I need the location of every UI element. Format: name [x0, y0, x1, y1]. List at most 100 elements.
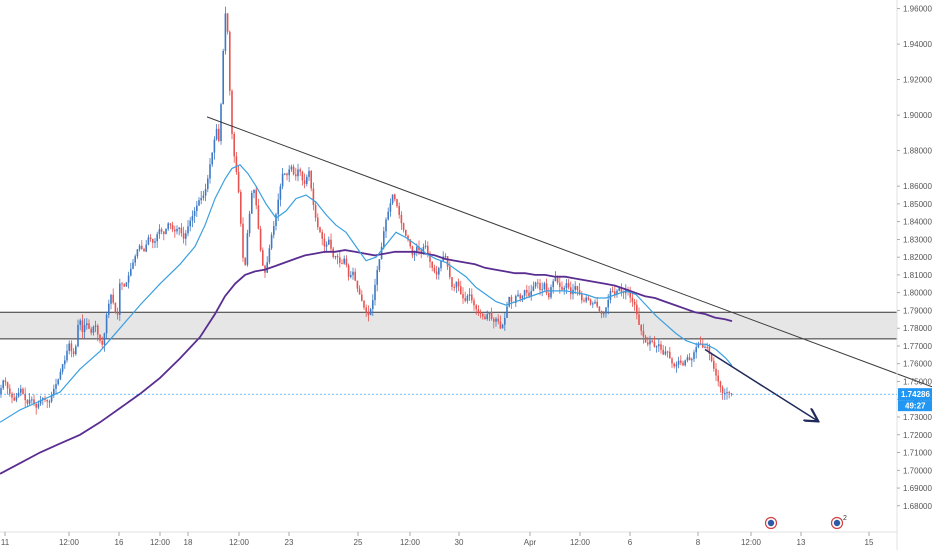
candle[interactable] [517, 290, 519, 297]
candle[interactable] [658, 338, 660, 352]
candle[interactable] [22, 387, 24, 395]
candle[interactable] [475, 304, 477, 315]
candle[interactable] [669, 346, 671, 359]
candle[interactable] [229, 30, 231, 96]
candle[interactable] [50, 391, 53, 404]
candle[interactable] [286, 172, 288, 181]
candle[interactable] [11, 391, 13, 404]
candle[interactable] [383, 226, 385, 250]
candle[interactable] [253, 189, 255, 199]
candle[interactable] [431, 261, 433, 272]
candle[interactable] [376, 265, 378, 292]
candle[interactable] [662, 344, 664, 356]
candle[interactable] [653, 336, 656, 348]
candle[interactable] [191, 210, 194, 228]
candle[interactable] [31, 396, 33, 404]
candle[interactable] [92, 325, 95, 336]
candle[interactable] [697, 341, 700, 349]
candle[interactable] [2, 379, 4, 390]
candle[interactable] [141, 240, 143, 250]
candle[interactable] [477, 305, 480, 316]
candle[interactable] [497, 314, 499, 325]
candle[interactable] [510, 294, 513, 309]
candle[interactable] [583, 297, 585, 303]
candle[interactable] [180, 223, 183, 237]
candle[interactable] [79, 318, 81, 331]
candle[interactable] [330, 233, 332, 252]
candle[interactable] [224, 6, 227, 55]
candle[interactable] [633, 298, 636, 311]
candle[interactable] [211, 152, 213, 167]
candle[interactable] [730, 392, 733, 397]
candle[interactable] [462, 287, 464, 304]
candle[interactable] [587, 295, 590, 301]
candle[interactable] [350, 271, 352, 279]
candle[interactable] [48, 399, 51, 408]
candle[interactable] [532, 281, 535, 292]
candle[interactable] [308, 167, 310, 181]
candle[interactable] [717, 369, 719, 387]
candle[interactable] [215, 124, 218, 141]
candle[interactable] [167, 222, 169, 232]
candle[interactable] [255, 186, 257, 210]
candle[interactable] [235, 152, 238, 175]
candle[interactable] [26, 399, 29, 407]
candle[interactable] [647, 336, 649, 347]
candle[interactable] [455, 281, 458, 294]
candle[interactable] [288, 165, 290, 183]
candle[interactable] [361, 290, 363, 302]
candle[interactable] [398, 202, 400, 219]
candle[interactable] [97, 323, 99, 342]
candle[interactable] [453, 283, 455, 292]
candle[interactable] [438, 266, 440, 280]
candle[interactable] [321, 229, 323, 246]
candle[interactable] [275, 212, 277, 231]
candle[interactable] [589, 298, 592, 306]
candle[interactable] [365, 304, 367, 317]
candle[interactable] [17, 387, 20, 398]
candle[interactable] [644, 334, 647, 343]
candle[interactable] [468, 288, 471, 301]
candle[interactable] [114, 302, 117, 314]
candle[interactable] [433, 264, 436, 274]
candle[interactable] [160, 227, 163, 235]
candle[interactable] [451, 276, 453, 291]
candle[interactable] [600, 310, 603, 319]
candle[interactable] [149, 234, 152, 242]
candle[interactable] [526, 284, 528, 298]
candle[interactable] [121, 281, 123, 291]
candle[interactable] [290, 164, 293, 172]
candle[interactable] [207, 174, 209, 193]
candle[interactable] [561, 281, 563, 292]
candle[interactable] [336, 253, 339, 265]
candle[interactable] [163, 231, 165, 241]
candle[interactable] [352, 267, 354, 280]
candle[interactable] [515, 294, 517, 307]
candle[interactable] [310, 170, 312, 192]
candle[interactable] [101, 336, 103, 348]
candle[interactable] [715, 363, 717, 381]
candle[interactable] [213, 136, 216, 160]
candle[interactable] [576, 285, 579, 296]
candle[interactable] [189, 217, 191, 232]
candle[interactable] [72, 348, 75, 358]
candle[interactable] [185, 230, 187, 246]
candle[interactable] [528, 285, 530, 299]
candle[interactable] [695, 342, 697, 359]
candle[interactable] [567, 279, 570, 290]
candle[interactable] [94, 320, 97, 333]
candle[interactable] [358, 285, 361, 295]
candle[interactable] [196, 201, 198, 217]
candle[interactable] [636, 299, 638, 320]
candle[interactable] [620, 283, 623, 297]
candle[interactable] [435, 266, 438, 280]
candle[interactable] [325, 241, 328, 253]
candle[interactable] [677, 356, 680, 369]
candle[interactable] [424, 240, 427, 249]
candle[interactable] [127, 271, 130, 289]
candle[interactable] [176, 225, 178, 235]
candle[interactable] [664, 346, 667, 356]
candle[interactable] [464, 291, 466, 303]
candle[interactable] [240, 189, 242, 227]
price-axis[interactable]: 1.96000 1.94000 1.92000 1.90000 1.88000 1.860… [897, 5, 932, 511]
